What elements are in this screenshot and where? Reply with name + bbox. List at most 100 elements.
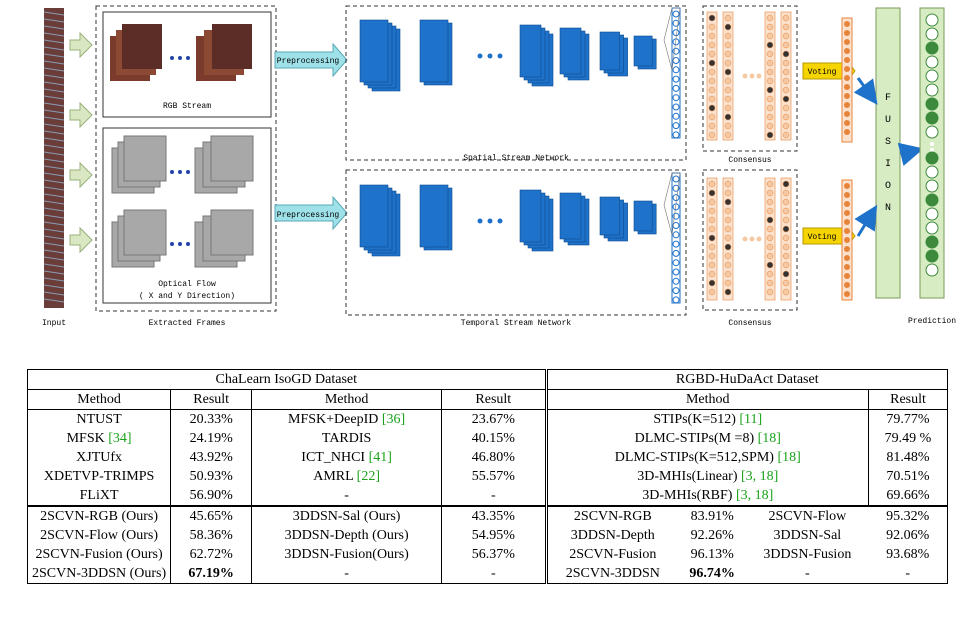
result-cell: 56.90% xyxy=(170,486,253,506)
chalearn-title: ChaLearn IsoGD Dataset xyxy=(27,369,548,390)
result-cell: 62.72% xyxy=(170,545,253,564)
method-cell: AMRL [22] xyxy=(251,467,443,486)
consensus-top-label: Consensus xyxy=(728,156,771,165)
method-cell: FLiXT xyxy=(26,486,172,506)
spatial-network-label: Spatial Stream Network xyxy=(463,154,569,163)
table-row: 2SCVN-RGB (Ours) 45.65% 3DDSN-Sal (Ours) 43… xyxy=(26,505,948,526)
extracted-frames-label: Extracted Frames xyxy=(149,319,226,328)
method-cell: MFSK+DeepID [36] xyxy=(251,409,443,429)
table-row: MFSK [34] 24.19% TARDIS 40.15% DLMC-STIPs(M … xyxy=(26,429,948,448)
result-cell: 45.65% xyxy=(170,505,253,526)
optical-flow-frames xyxy=(111,135,254,268)
table-row: FLiXT 56.90% - -3D-MHIs(RBF) [3, 18] 69.66% xyxy=(26,486,948,506)
method-cell: TARDIS xyxy=(251,429,443,448)
temporal-network-label: Temporal Stream Network xyxy=(461,319,572,328)
method-cell: DLMC-STIPs(M =8) [18] xyxy=(546,429,870,448)
method-cell: 3DDSN-Sal xyxy=(773,528,842,543)
table-row: 2SCVN-3DDSN (Ours) 67.19% - -2SCVN-3DDSN 96.… xyxy=(26,564,948,584)
result-cell: 43.92% xyxy=(170,448,253,467)
results-table: ChaLearn IsoGD Dataset RGBD-HuDaAct Data… xyxy=(26,369,949,584)
method-cell: 3DDSN-Fusion(Ours) xyxy=(251,545,443,564)
voting-top-label: Voting xyxy=(808,68,837,77)
consensus-bottom-box xyxy=(702,169,798,311)
architecture-figure: Input Extracted Frames RGB Stream Optica… xyxy=(42,5,956,328)
input-frames-strip xyxy=(43,8,65,308)
extracted-frames-box xyxy=(95,5,277,312)
method-cell: XDETVP-TRIMPS xyxy=(26,467,172,486)
method-cell: 3D-MHIs(Linear) [3, 18] xyxy=(546,467,870,486)
method-cell: 3DDSN-Fusion xyxy=(763,547,852,562)
result-cell: 40.15% xyxy=(441,429,548,448)
method-cell: ICT_NHCI [41] xyxy=(251,448,443,467)
consensus-bottom-label: Consensus xyxy=(728,319,771,328)
method-cell: - xyxy=(746,564,869,584)
temporal-network-layers xyxy=(359,172,681,304)
prediction-label: Prediction xyxy=(908,317,956,326)
method-cell: 2SCVN-Flow xyxy=(746,505,869,526)
result-cell: 54.95% xyxy=(441,526,548,545)
result-cell: 50.93% xyxy=(170,467,253,486)
method-cell: NTUST xyxy=(26,409,172,429)
result-cell: 24.19% xyxy=(170,429,253,448)
method-cell: 2SCVN-RGB (Ours) xyxy=(26,505,172,526)
header-method: Method xyxy=(546,389,870,410)
result-cell: 92.26% xyxy=(690,528,734,543)
result-cell: 67.19% xyxy=(170,564,253,584)
table-row: XDETVP-TRIMPS 50.93% AMRL [22] 55.57% 3D-MHI… xyxy=(26,467,948,486)
method-cell: XJTUfx xyxy=(26,448,172,467)
method-cell: 2SCVN-3DDSN (Ours) xyxy=(26,564,172,584)
header-result: Result xyxy=(170,389,253,410)
table-row: 2SCVN-Flow (Ours) 58.36% 3DDSN-Depth (Ours… xyxy=(26,526,948,545)
consensus-columns xyxy=(706,11,792,301)
method-cell: 2SCVN-Flow (Ours) xyxy=(26,526,172,545)
method-cell: STIPs(K=512) [11] xyxy=(546,409,870,429)
method-cell: 2SCVN-Fusion (Ours) xyxy=(26,545,172,564)
rgb-stream-label: RGB Stream xyxy=(163,102,211,111)
header-method: Method xyxy=(251,389,443,410)
rgbd-title: RGBD-HuDaAct Dataset xyxy=(546,369,949,390)
method-cell: 2SCVN-RGB xyxy=(546,505,679,526)
preprocessing-bottom-label: Preprocessing xyxy=(277,211,340,220)
header-result: Result xyxy=(441,389,548,410)
method-cell: DLMC-STIPs(K=512,SPM) [18] xyxy=(546,448,870,467)
result-cell: 83.91% xyxy=(678,505,747,526)
header-result: Result xyxy=(868,389,948,410)
fusion-block xyxy=(875,7,901,299)
result-cell: 79.77% xyxy=(868,409,948,429)
result-cell: 20.33% xyxy=(170,409,253,429)
result-cell: 43.35% xyxy=(441,505,548,526)
result-cell: 70.51% xyxy=(868,467,948,486)
rgb-frames xyxy=(110,24,252,81)
table-row: 2SCVN-Fusion (Ours) 62.72% 3DDSN-Fusion(Ou… xyxy=(26,545,948,564)
result-cell: 95.32% xyxy=(868,505,948,526)
spatial-network-layers xyxy=(359,7,681,139)
table-row: NTUST 20.33% MFSK+DeepID [36] 23.67% STIPs(K… xyxy=(26,409,948,429)
method-cell: - xyxy=(251,564,443,584)
method-cell: 2SCVN-3DDSN xyxy=(546,564,679,584)
result-cell: 93.68% xyxy=(868,545,948,564)
method-cell: 3DDSN-Depth xyxy=(570,528,655,543)
prediction-nodes xyxy=(925,13,939,277)
temporal-network-box xyxy=(345,169,687,316)
input-arrows xyxy=(69,31,93,254)
method-cell: - xyxy=(251,486,443,506)
method-cell: 3DDSN-Depth (Ours) xyxy=(251,526,443,545)
result-cell: 23.67% xyxy=(441,409,548,429)
result-cell: 79.49 % xyxy=(868,429,948,448)
fusion-arrows xyxy=(853,77,924,237)
result-cell: 46.80% xyxy=(441,448,548,467)
result-cell: 92.06% xyxy=(868,526,948,545)
result-cell: - xyxy=(868,564,948,584)
result-cell: 81.48% xyxy=(868,448,948,467)
header-method: Method xyxy=(26,389,172,410)
result-cell: - xyxy=(441,564,548,584)
method-cell: 3DDSN-Sal (Ours) xyxy=(251,505,443,526)
result-cell: 58.36% xyxy=(170,526,253,545)
result-cell: 56.37% xyxy=(441,545,548,564)
optical-flow-label: Optical Flow xyxy=(158,280,216,289)
result-cell: 55.57% xyxy=(441,467,548,486)
method-cell: 3D-MHIs(RBF) [3, 18] xyxy=(546,486,870,506)
vote-columns xyxy=(841,17,853,301)
preprocessing-top-label: Preprocessing xyxy=(277,57,340,66)
